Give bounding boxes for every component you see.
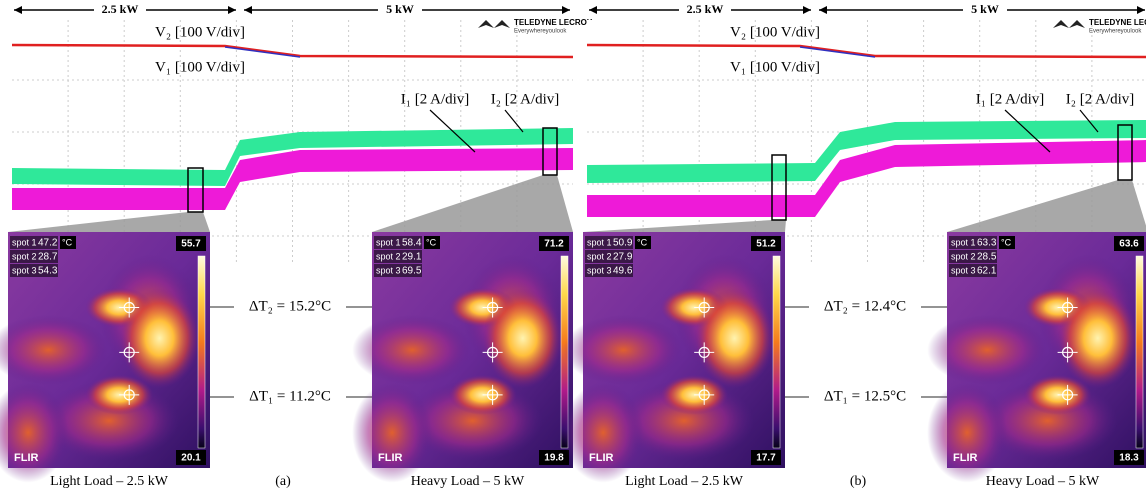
thermal-warm: [352, 383, 432, 483]
unit: °C: [62, 237, 73, 247]
figure: 2.5 kW 5 kW TELEDYNE LECROY Everywhereyoulo…: [0, 0, 1146, 495]
caption: Light Load – 2.5 kW: [625, 474, 744, 489]
spot-value: 27.9: [613, 252, 633, 263]
spot-name: spot 1: [376, 237, 401, 247]
spot-name: spot 3: [376, 265, 401, 275]
voltage-label: V₁ [100 V/div]: [155, 59, 245, 75]
spot-name: spot 3: [12, 265, 37, 275]
thermal-warm: [352, 315, 472, 385]
current-label: I₁ [2 A/div]: [401, 91, 470, 107]
logo-tagline: Everywhereyoulook: [1089, 29, 1142, 35]
power-label: 2.5 kW: [687, 2, 724, 16]
unit: °C: [637, 237, 648, 247]
delta-label: ΔT₁ = 12.5°C: [824, 388, 906, 404]
spot-name: spot 1: [951, 237, 976, 247]
arrow-head: [562, 6, 570, 14]
min-temp: 19.8: [544, 453, 564, 464]
spot-value: 69.5: [402, 266, 422, 277]
color-scale: [198, 256, 205, 448]
spot-value: 58.4: [402, 238, 422, 249]
spot-name: spot 1: [587, 237, 612, 247]
arrow-head: [14, 6, 22, 14]
panel-label: (a): [275, 474, 291, 489]
thermal-image: spot 147.2spot 228.7spot 354.3 °C 55.7 20.1…: [0, 232, 210, 483]
spot-name: spot 3: [951, 265, 976, 275]
min-temp: 17.7: [756, 453, 776, 464]
delta-label: ΔT₂ = 12.4°C: [824, 298, 906, 314]
spot-value: 28.7: [38, 252, 58, 263]
spot-value: 49.6: [613, 266, 633, 277]
min-temp: 20.1: [181, 453, 201, 464]
arrow-head: [803, 6, 811, 14]
arrow-head: [589, 6, 597, 14]
thermal-warm: [563, 383, 643, 483]
panel: 2.5 kW 5 kW TELEDYNE LECROY Everywhereyoulo…: [563, 2, 1146, 489]
panel: 2.5 kW 5 kW TELEDYNE LECROY Everywhereyoulo…: [0, 2, 593, 489]
spot-value: 62.1: [977, 266, 997, 277]
unit: °C: [426, 237, 437, 247]
panel-label: (b): [850, 474, 867, 489]
thermal-image: spot 158.4spot 229.1spot 369.5 °C 71.2 19.8…: [352, 232, 573, 483]
brand: FLIR: [589, 452, 613, 464]
max-temp: 63.6: [1119, 239, 1139, 250]
power-label: 2.5 kW: [102, 2, 139, 16]
brand: FLIR: [14, 452, 38, 464]
thermal-warm: [927, 315, 1047, 385]
min-temp: 18.3: [1119, 453, 1139, 464]
spot-name: spot 2: [587, 251, 612, 261]
spot-name: spot 2: [951, 251, 976, 261]
power-label: 5 kW: [386, 2, 414, 16]
spot-value: 54.3: [38, 266, 58, 277]
arrow-head: [819, 6, 827, 14]
color-scale: [1136, 256, 1143, 448]
logo-text: TELEDYNE LECROY: [514, 18, 593, 27]
voltage-label: V₂ [100 V/div]: [155, 24, 245, 40]
voltage-label: V₁ [100 V/div]: [730, 59, 820, 75]
spot-name: spot 2: [376, 251, 401, 261]
brand: FLIR: [953, 452, 977, 464]
current-label: I₂ [2 A/div]: [1066, 91, 1135, 107]
current-label: I₂ [2 A/div]: [491, 91, 560, 107]
unit: °C: [1001, 237, 1012, 247]
spot-value: 29.1: [402, 252, 422, 263]
max-temp: 71.2: [544, 239, 564, 250]
max-temp: 51.2: [756, 239, 776, 250]
spot-name: spot 1: [12, 237, 37, 247]
caption: Heavy Load – 5 kW: [411, 474, 525, 489]
arrow-head: [1137, 6, 1145, 14]
spot-value: 47.2: [38, 238, 58, 249]
caption: Heavy Load – 5 kW: [986, 474, 1100, 489]
arrow-head: [244, 6, 252, 14]
spot-value: 28.5: [977, 252, 997, 263]
thermal-warm: [563, 315, 683, 385]
color-scale: [773, 256, 780, 448]
spot-name: spot 3: [587, 265, 612, 275]
power-label: 5 kW: [971, 2, 999, 16]
caption: Light Load – 2.5 kW: [50, 474, 169, 489]
thermal-warm: [927, 383, 1007, 483]
current-label: I₁ [2 A/div]: [976, 91, 1045, 107]
spot-name: spot 2: [12, 251, 37, 261]
delta-label: ΔT₁ = 11.2°C: [249, 388, 331, 404]
voltage-label: V₂ [100 V/div]: [730, 24, 820, 40]
delta-label: ΔT₂ = 15.2°C: [249, 298, 331, 314]
logo-text: TELEDYNE LECROY: [1089, 18, 1146, 27]
brand: FLIR: [378, 452, 402, 464]
arrow-head: [228, 6, 236, 14]
spot-value: 63.3: [977, 238, 997, 249]
spot-value: 50.9: [613, 238, 633, 249]
logo-tagline: Everywhereyoulook: [514, 29, 567, 35]
max-temp: 55.7: [181, 239, 201, 250]
